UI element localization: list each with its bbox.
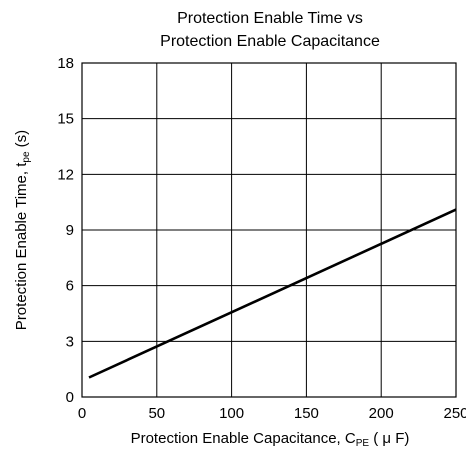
y-axis-label-subscript: pe [21, 151, 32, 163]
y-tick-label: 3 [66, 333, 74, 350]
y-tick-label: 6 [66, 278, 74, 295]
grid [82, 63, 456, 397]
x-tick-label: 250 [443, 405, 466, 422]
y-tick-labels: 0 3 6 9 12 15 18 [57, 55, 74, 406]
y-tick-label: 9 [66, 222, 74, 239]
y-tick-label: 18 [57, 55, 74, 72]
x-axis-label-unit: ( μ F) [369, 430, 409, 447]
chart-title-line-1: Protection Enable Time vs [177, 10, 363, 27]
y-tick-label: 15 [57, 111, 74, 128]
x-axis-label: Protection Enable Capacitance, CPE ( μ F… [131, 430, 410, 449]
y-axis-label: Protection Enable Time, tpe (s) [13, 130, 32, 330]
x-tick-label: 100 [219, 405, 244, 422]
x-axis-label-subscript: PE [356, 438, 370, 449]
series-group [88, 208, 457, 379]
x-axis-label-text: Protection Enable Capacitance, C [131, 430, 356, 447]
y-axis-label-text: Protection Enable Time, t [13, 162, 30, 330]
y-axis-label-unit: (s) [13, 130, 30, 152]
x-tick-labels: 0 50 100 150 200 250 [78, 405, 466, 422]
series-line [88, 208, 457, 379]
chart-title-line-2: Protection Enable Capacitance [160, 33, 380, 50]
x-tick-label: 200 [369, 405, 394, 422]
x-tick-label: 50 [148, 405, 165, 422]
x-tick-label: 150 [294, 405, 319, 422]
plot-area-frame [81, 62, 457, 398]
x-tick-label: 0 [78, 405, 86, 422]
y-tick-label: 12 [57, 166, 74, 183]
y-tick-label: 0 [66, 389, 74, 406]
